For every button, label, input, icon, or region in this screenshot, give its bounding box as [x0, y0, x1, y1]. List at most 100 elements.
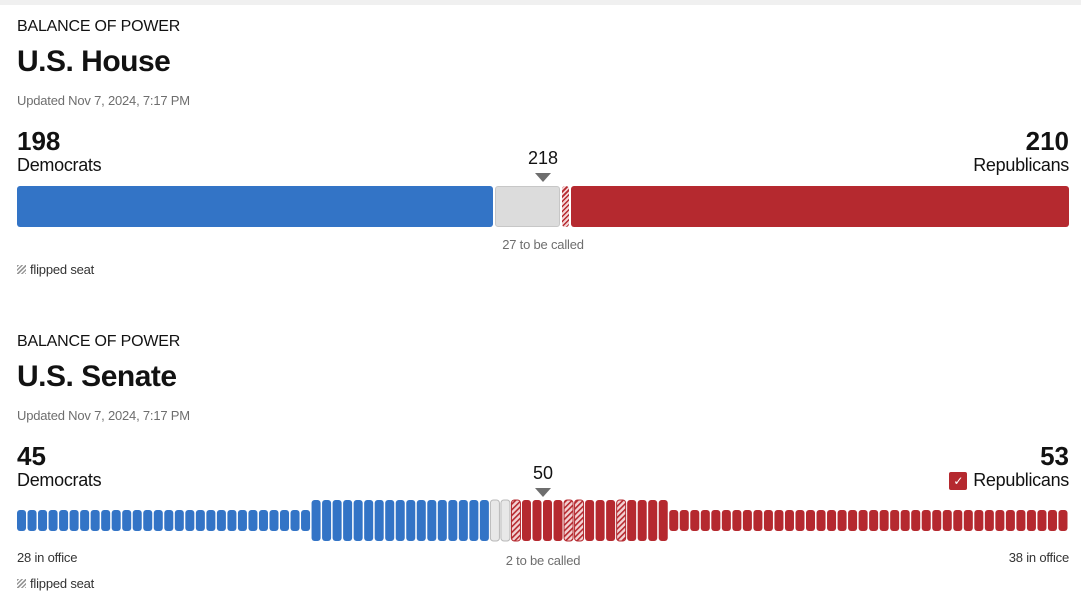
- senate-seat-rep-in-office: [721, 510, 731, 531]
- senate-seat-dem-won: [479, 500, 489, 541]
- senate-seat-rep-in-office: [1037, 510, 1047, 531]
- senate-seat-dem-won: [322, 500, 332, 541]
- senate-seat-rep-in-office: [848, 510, 858, 531]
- senate-seat-rep-in-office: [690, 510, 700, 531]
- senate-seat-dem-won: [364, 500, 374, 541]
- hatch-swatch-icon: [17, 265, 26, 274]
- house-legend-label: flipped seat: [30, 262, 95, 277]
- senate-dem-count: 45: [17, 441, 46, 471]
- senate-kicker: BALANCE OF POWER: [17, 333, 181, 350]
- senate-seat-dem-won: [332, 500, 342, 541]
- senate-seat-rep-in-office: [921, 510, 931, 531]
- senate-seat-rep-won: [595, 500, 605, 541]
- house-kicker: BALANCE OF POWER: [17, 18, 181, 35]
- senate-seat-dem-in-office: [153, 510, 163, 531]
- senate-updated: Updated Nov 7, 2024, 7:17 PM: [17, 408, 190, 423]
- senate-seat-dem-won: [385, 500, 395, 541]
- house-title: U.S. House: [17, 45, 171, 78]
- senate-seat-dem-in-office: [216, 510, 226, 531]
- senate-seat-rep-in-office: [827, 510, 837, 531]
- senate-dem-label: Democrats: [17, 470, 102, 490]
- senate-seat-dem-in-office: [122, 510, 132, 531]
- senate-seat-rep-in-office: [942, 510, 952, 531]
- senate-seat-rep-in-office: [890, 510, 900, 531]
- senate-seat-dem-won: [374, 500, 384, 541]
- senate-seat-dem-won: [458, 500, 468, 541]
- senate-seat-dem-won: [437, 500, 447, 541]
- senate-seat-rep-flipped: [574, 499, 585, 542]
- senate-seat-rep-in-office: [816, 510, 826, 531]
- senate-seat-rep-in-office: [963, 510, 973, 531]
- senate-seat-rep-in-office: [1005, 510, 1015, 531]
- senate-dem-in-office: 28 in office: [17, 550, 78, 565]
- senate-rep-in-office: 38 in office: [1008, 550, 1069, 565]
- senate-seat-dem-in-office: [101, 510, 111, 531]
- senate-seat-dem-in-office: [290, 510, 300, 531]
- senate-rep-label: Republicans: [973, 470, 1069, 490]
- senate-seat-rep-in-office: [995, 510, 1005, 531]
- house-legend: flipped seat: [17, 262, 94, 277]
- senate-seat-rep-in-office: [984, 510, 994, 531]
- senate-seat-dem-in-office: [237, 510, 247, 531]
- top-divider: [0, 0, 1081, 5]
- senate-seat-rep-won: [585, 500, 595, 541]
- senate-seat-dem-in-office: [80, 510, 90, 531]
- senate-seat-rep-in-office: [806, 510, 816, 531]
- senate-seat-dem-in-office: [258, 510, 268, 531]
- control-check-icon: ✓: [949, 472, 968, 491]
- senate-majority-threshold: 50: [532, 463, 554, 483]
- senate-seat-uncalled: [500, 499, 511, 542]
- house-seat-bar: [17, 186, 1069, 227]
- senate-seat-rep-in-office: [1016, 510, 1026, 531]
- house-section: BALANCE OF POWER U.S. House Updated Nov …: [17, 0, 1069, 290]
- senate-seat-dem-won: [395, 500, 405, 541]
- senate-to-be-called: 2 to be called: [505, 553, 581, 568]
- senate-seat-dem-in-office: [174, 510, 184, 531]
- senate-seat-dem-won: [427, 500, 437, 541]
- house-dem-bar: [17, 186, 494, 227]
- senate-seat-rep-in-office: [711, 510, 721, 531]
- senate-legend-label: flipped seat: [30, 576, 95, 591]
- senate-seat-dem-in-office: [164, 510, 174, 531]
- senate-seat-dem-won: [311, 500, 321, 541]
- senate-seat-rep-in-office: [795, 510, 805, 531]
- senate-seat-rep-in-office: [742, 510, 752, 531]
- senate-seat-dem-in-office: [280, 510, 290, 531]
- senate-seat-dem-in-office: [90, 510, 100, 531]
- senate-seat-rep-flipped: [616, 499, 627, 542]
- senate-seat-dem-in-office: [38, 510, 48, 531]
- senate-seat-rep-in-office: [953, 510, 963, 531]
- house-rep-bar: [571, 186, 1069, 227]
- senate-seat-dem-in-office: [248, 510, 258, 531]
- house-uncalled-bar: [495, 186, 561, 227]
- senate-seat-rep-in-office: [679, 510, 689, 531]
- senate-seat-rep-won: [658, 500, 668, 541]
- senate-seat-rep-in-office: [900, 510, 910, 531]
- senate-seat-dem-in-office: [132, 510, 142, 531]
- senate-seat-dem-in-office: [206, 510, 216, 531]
- senate-section: BALANCE OF POWER U.S. Senate Updated Nov…: [17, 315, 1069, 592]
- senate-seat-dem-in-office: [69, 510, 79, 531]
- senate-seat-rep-in-office: [753, 510, 763, 531]
- senate-seat-dem-in-office: [143, 510, 153, 531]
- senate-title: U.S. Senate: [17, 360, 177, 393]
- senate-threshold-marker-icon: [535, 488, 551, 497]
- senate-seat-dem-in-office: [269, 510, 279, 531]
- senate-seat-rep-in-office: [700, 510, 710, 531]
- senate-seat-rep-in-office: [1047, 510, 1057, 531]
- senate-seat-dem-won: [416, 500, 426, 541]
- senate-seat-rep-flipped: [510, 499, 521, 542]
- house-majority-threshold: 218: [527, 148, 559, 168]
- house-rep-label: Republicans: [973, 155, 1069, 175]
- house-updated: Updated Nov 7, 2024, 7:17 PM: [17, 93, 190, 108]
- senate-seat-rep-in-office: [932, 510, 942, 531]
- senate-seat-dem-won: [353, 500, 363, 541]
- house-threshold-marker-icon: [535, 173, 551, 182]
- senate-seat-rep-in-office: [869, 510, 879, 531]
- senate-seat-rep-in-office: [1026, 510, 1036, 531]
- senate-seat-rep-won: [553, 500, 563, 541]
- senate-seat-dem-won: [469, 500, 479, 541]
- senate-seat-rep-won: [648, 500, 658, 541]
- senate-seat-dem-in-office: [111, 510, 121, 531]
- senate-seat-dem-in-office: [27, 510, 37, 531]
